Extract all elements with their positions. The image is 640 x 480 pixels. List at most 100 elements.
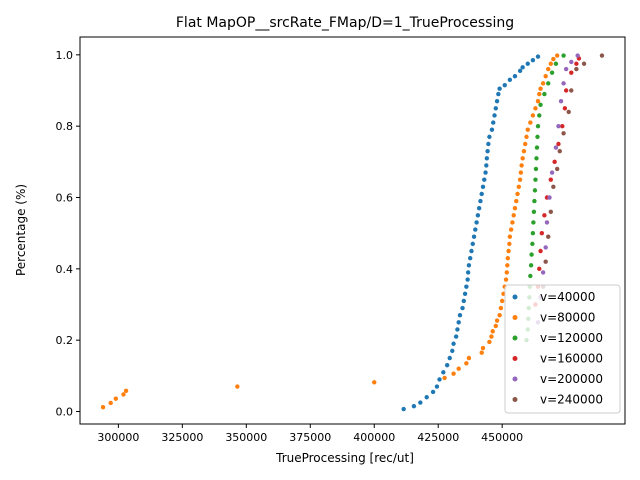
data-point <box>487 339 492 345</box>
data-point <box>557 148 562 154</box>
data-point <box>401 406 406 412</box>
data-point <box>563 66 569 72</box>
y-tick-label: 0.0 <box>56 406 74 419</box>
data-point <box>461 298 466 304</box>
data-point <box>484 163 489 168</box>
data-point <box>515 191 520 197</box>
legend-marker <box>512 376 518 382</box>
data-point <box>530 57 536 63</box>
data-point <box>546 81 551 86</box>
data-point <box>480 345 486 351</box>
data-point <box>516 184 522 190</box>
data-point <box>492 113 497 118</box>
data-point <box>450 348 455 354</box>
data-point <box>531 209 537 214</box>
x-tick-label: 400000 <box>353 431 395 444</box>
data-point <box>497 86 502 91</box>
legend-marker <box>512 335 518 341</box>
x-axis: 300000 325000 350000 375000 400000 425000 4500… <box>97 424 523 444</box>
data-point <box>521 148 527 154</box>
data-point <box>548 209 553 214</box>
data-point <box>474 220 479 225</box>
data-point <box>512 74 518 79</box>
data-point <box>534 156 539 161</box>
data-point <box>493 106 498 111</box>
data-point <box>430 389 436 395</box>
data-point <box>561 131 566 136</box>
data-point <box>535 134 540 140</box>
data-point <box>455 327 460 332</box>
data-point <box>460 305 465 311</box>
data-point <box>468 255 473 261</box>
data-point <box>411 403 417 409</box>
data-point <box>479 191 484 197</box>
data-point <box>464 284 469 289</box>
data-point <box>510 220 515 225</box>
data-point <box>100 405 106 410</box>
data-point <box>489 334 494 339</box>
data-point <box>471 234 477 239</box>
data-point <box>418 400 423 405</box>
data-point <box>528 273 533 279</box>
data-point <box>451 341 456 346</box>
data-point <box>530 241 535 247</box>
data-point <box>549 170 555 175</box>
data-point <box>575 53 580 58</box>
series-v=40000 <box>401 54 541 412</box>
data-point <box>456 320 461 325</box>
data-point <box>566 109 571 115</box>
data-point <box>113 396 119 401</box>
series-v=80000 <box>100 53 560 410</box>
legend-label: v=40000 <box>540 290 595 304</box>
chart-title: Flat MapOP__srcRate_FMap/D=1_TrueProcess… <box>176 15 514 31</box>
x-tick-label: 375000 <box>289 431 331 444</box>
data-point <box>533 166 539 172</box>
data-point <box>542 213 547 218</box>
data-point <box>518 170 524 175</box>
legend-box <box>504 284 621 414</box>
data-point <box>504 270 509 275</box>
data-point <box>599 53 605 58</box>
data-point <box>503 277 509 282</box>
data-point <box>494 99 500 104</box>
data-point <box>556 141 561 147</box>
data-point <box>108 400 113 406</box>
data-point <box>523 141 528 147</box>
data-point <box>537 266 542 272</box>
data-point <box>535 123 541 129</box>
data-point <box>476 206 482 211</box>
data-point <box>538 86 543 91</box>
data-point <box>553 61 559 66</box>
data-point <box>538 248 543 254</box>
data-point <box>520 65 525 70</box>
data-point <box>529 252 534 257</box>
data-point <box>465 277 470 282</box>
legend-label: v=240000 <box>540 393 603 407</box>
data-point <box>494 318 500 323</box>
data-point <box>475 213 481 218</box>
data-point <box>123 388 129 394</box>
data-point <box>533 106 538 111</box>
data-point <box>542 91 547 97</box>
data-point <box>519 163 524 168</box>
y-tick-label: 0.2 <box>56 334 74 347</box>
data-point <box>561 53 566 58</box>
y-tick-label: 1.0 <box>56 49 74 62</box>
data-point <box>457 313 463 318</box>
x-tick-label: 325000 <box>161 431 203 444</box>
data-point <box>465 270 471 275</box>
y-axis-label: Percentage (%) <box>14 184 28 276</box>
data-point <box>535 99 541 104</box>
data-point <box>548 61 553 66</box>
data-point <box>235 384 240 389</box>
data-point <box>539 230 545 236</box>
data-point <box>466 355 472 361</box>
data-point <box>493 323 498 329</box>
data-point <box>544 220 550 225</box>
data-point <box>505 255 511 261</box>
data-point <box>525 127 530 132</box>
data-point <box>444 362 450 368</box>
data-point <box>569 59 574 65</box>
data-point <box>508 227 514 232</box>
data-point <box>554 166 560 172</box>
